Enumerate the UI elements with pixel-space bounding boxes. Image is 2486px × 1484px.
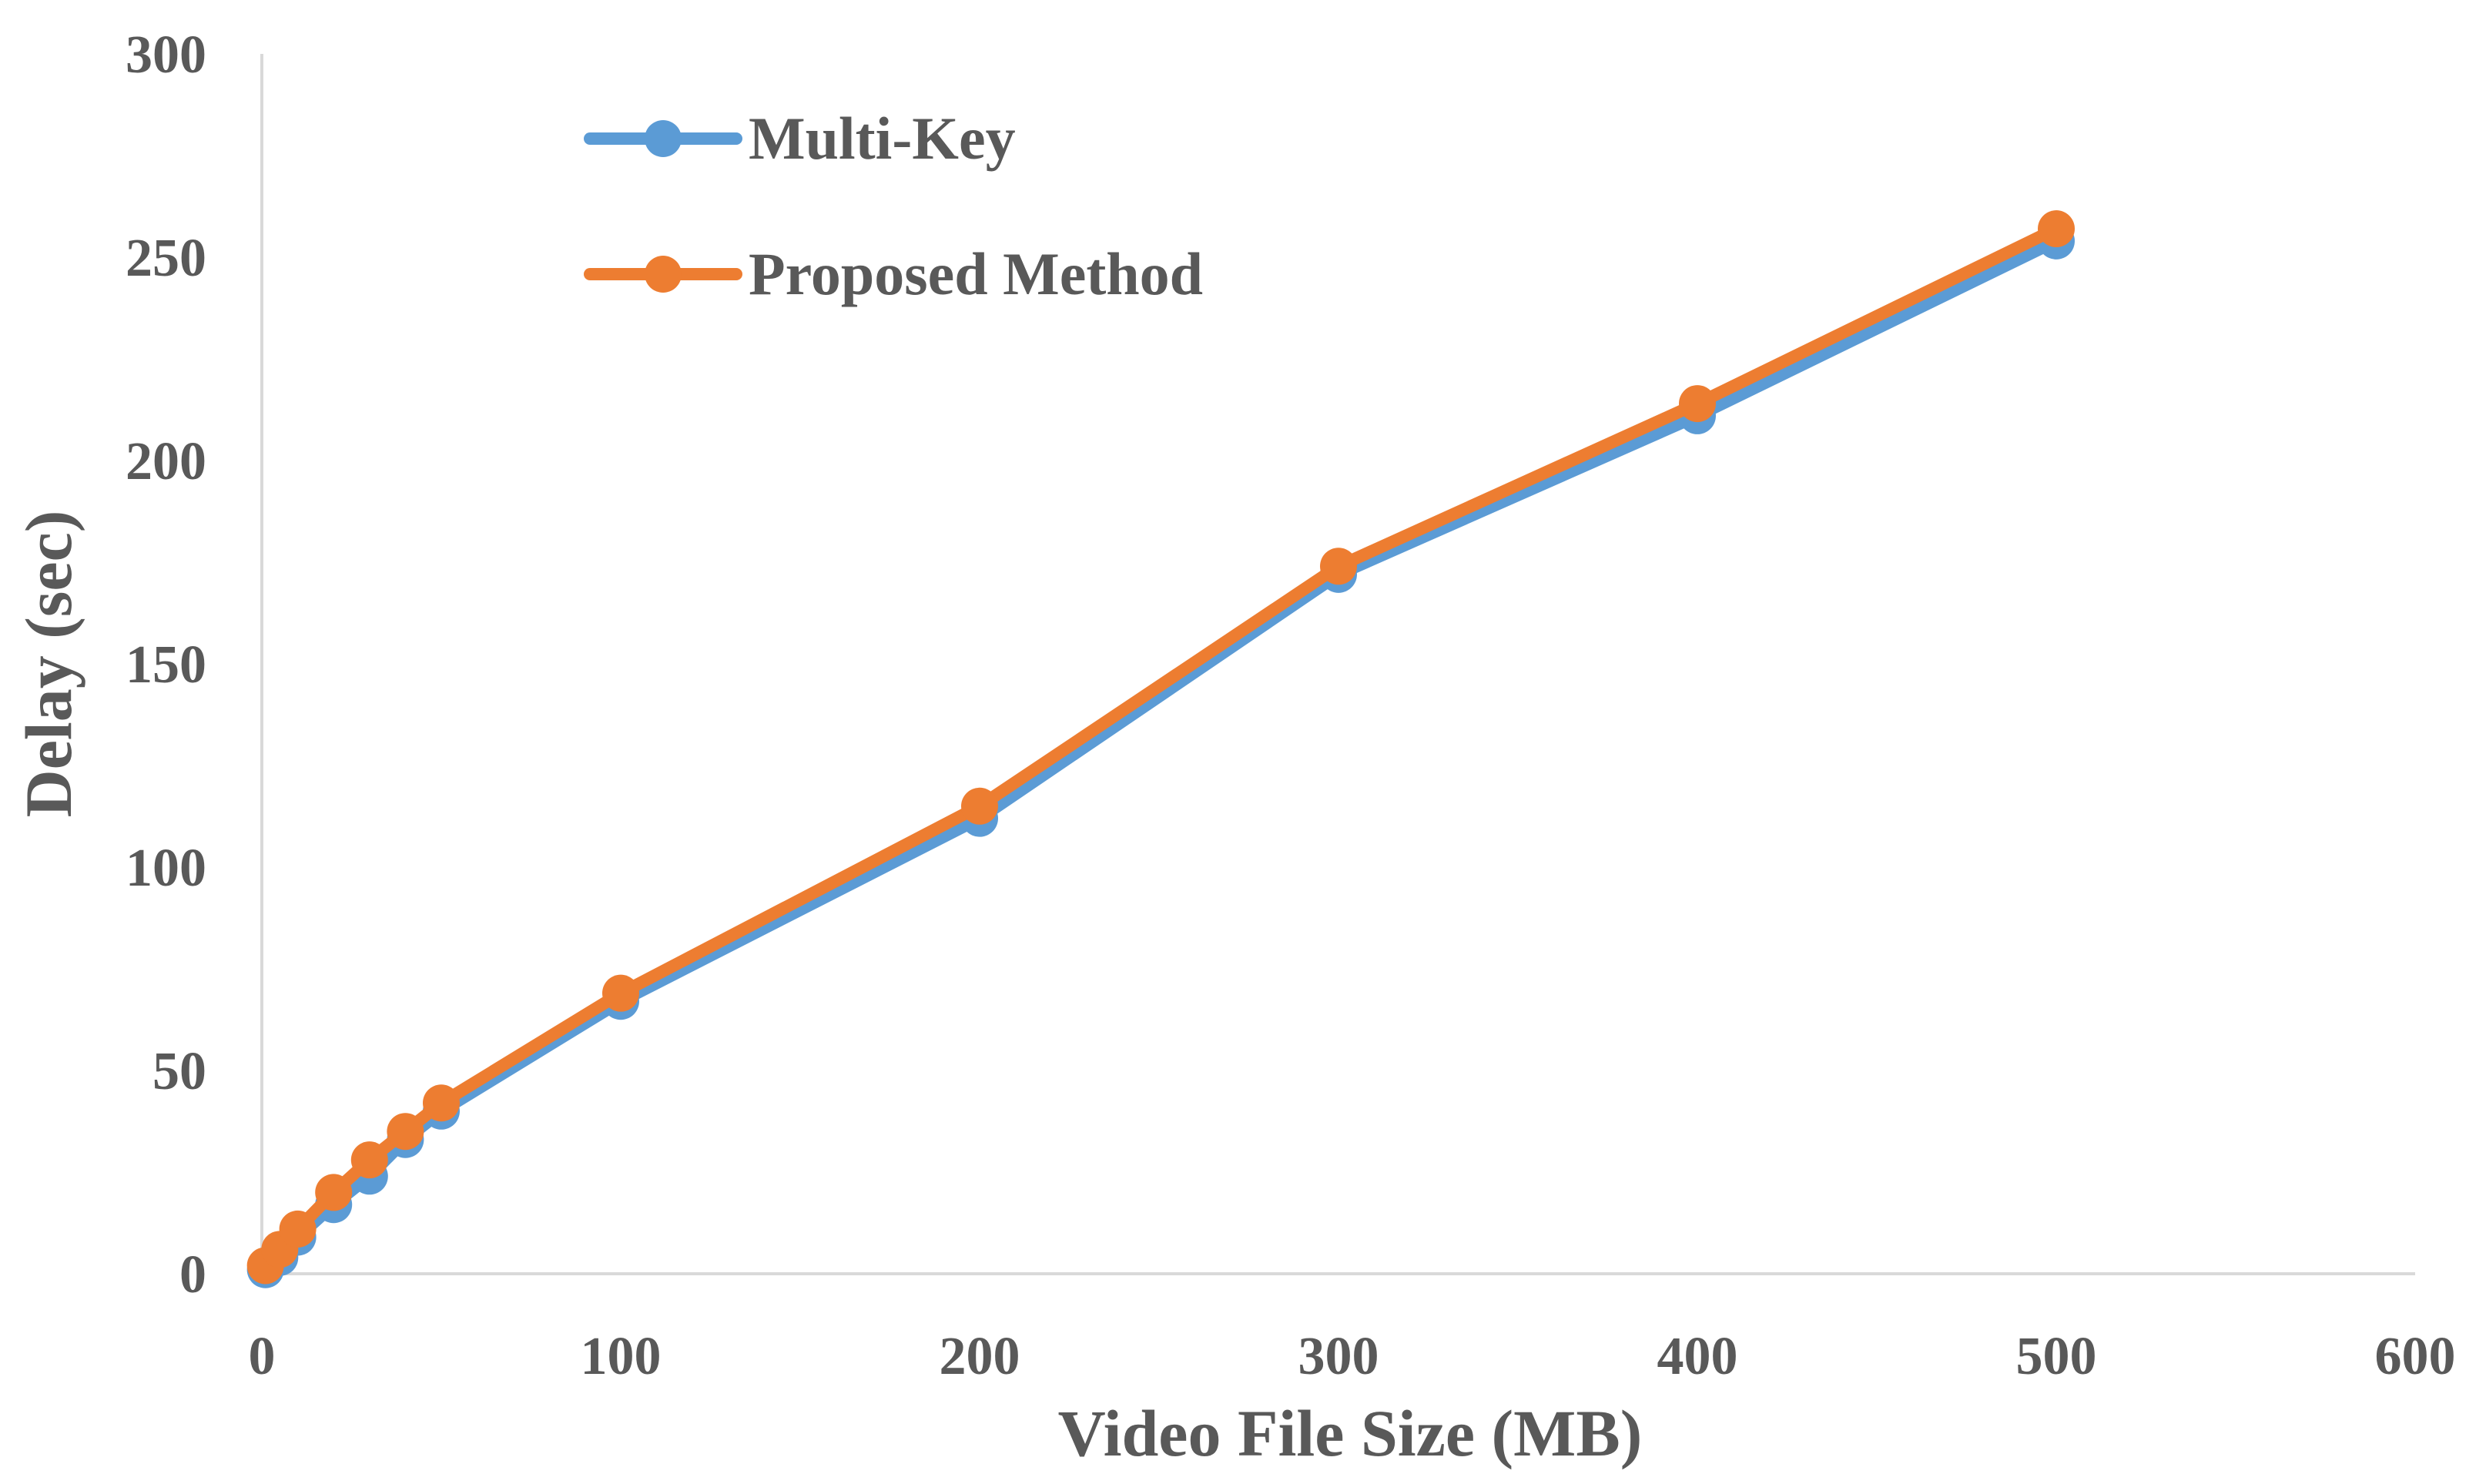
data-point <box>961 787 998 825</box>
legend-label: Proposed Method <box>749 240 1203 307</box>
y-tick-label: 50 <box>152 1042 206 1101</box>
series-line <box>259 234 2062 1276</box>
y-tick-label: 250 <box>126 229 206 288</box>
legend-item: Multi-Key <box>584 105 1016 172</box>
legend: Multi-Key Proposed Method <box>584 105 1203 307</box>
data-point <box>387 1113 424 1151</box>
data-point <box>1679 385 1716 423</box>
y-tick-label: 100 <box>126 839 206 898</box>
data-point <box>602 974 639 1012</box>
series-2 <box>246 210 2075 1285</box>
legend-label: Multi-Key <box>749 105 1016 172</box>
axes <box>260 54 2415 1275</box>
legend-item: Proposed Method <box>584 240 1203 307</box>
x-tick-label: 300 <box>1298 1327 1379 1386</box>
y-axis-title: Delay (sec) <box>12 511 85 818</box>
x-tick-labels: 0 100 200 300 400 500 600 <box>249 1327 2456 1386</box>
x-tick-label: 500 <box>2016 1327 2097 1386</box>
data-point <box>350 1141 388 1179</box>
data-point <box>2038 210 2075 248</box>
y-tick-labels: 0 50 100 150 200 250 300 <box>126 25 206 1305</box>
series-layer <box>246 210 2075 1288</box>
x-tick-label: 600 <box>2375 1327 2456 1386</box>
x-axis-title: Video File Size (MB) <box>1058 1396 1643 1470</box>
y-tick-label: 150 <box>126 635 206 695</box>
legend-swatch-marker <box>645 256 682 293</box>
legend-swatch-marker <box>645 120 682 157</box>
x-tick-label: 200 <box>940 1327 1020 1386</box>
data-point <box>1320 548 1357 585</box>
x-tick-label: 400 <box>1657 1327 1738 1386</box>
series-1 <box>246 222 2075 1288</box>
x-tick-label: 100 <box>581 1327 662 1386</box>
y-tick-label: 0 <box>179 1245 206 1305</box>
y-tick-label: 200 <box>126 432 206 491</box>
data-point <box>423 1084 460 1122</box>
data-point <box>315 1174 353 1211</box>
x-tick-label: 0 <box>249 1327 276 1386</box>
y-tick-label: 300 <box>126 25 206 85</box>
data-point <box>279 1210 317 1248</box>
series-line <box>259 223 2062 1272</box>
